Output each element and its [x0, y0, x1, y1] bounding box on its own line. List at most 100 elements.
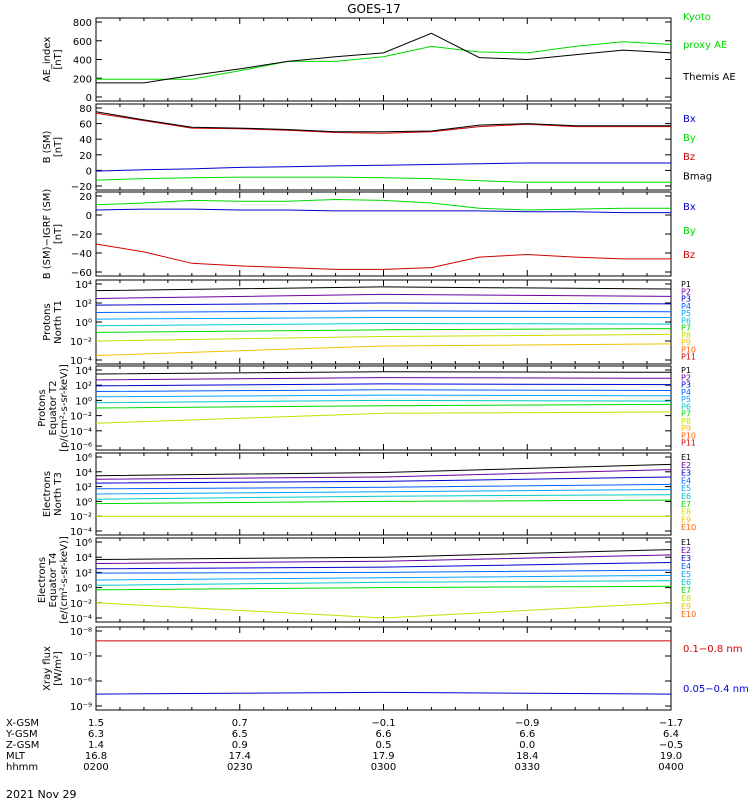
- legend-item: E3: [681, 554, 691, 563]
- y-axis-label: Electrons: [42, 471, 53, 517]
- series-line: [95, 310, 672, 313]
- legend-item: E1: [681, 453, 691, 462]
- legend-item: E8: [681, 594, 691, 603]
- x-row-value: 6.5: [232, 729, 248, 740]
- y-tick-label: 10⁻⁶: [70, 442, 92, 453]
- series-line: [95, 112, 671, 134]
- x-row-value: 0200: [83, 762, 108, 773]
- series-line: [95, 333, 672, 342]
- x-row-label: X-GSM: [6, 718, 39, 729]
- legend-item: 0.05−0.4 nm: [683, 684, 749, 695]
- legend-item: P8: [681, 417, 691, 426]
- legend-item: Bx: [683, 114, 696, 125]
- series-line: [95, 569, 672, 574]
- series-line: [95, 302, 672, 306]
- x-row-value: 17.4: [229, 751, 251, 762]
- legend-item: E6: [681, 492, 691, 501]
- y-tick-label: 10⁰: [75, 318, 92, 329]
- series-group: [95, 111, 671, 183]
- legend-item: E2: [681, 461, 691, 470]
- legend-item: Bmag: [683, 171, 712, 182]
- series-line: [95, 463, 672, 477]
- series-line: [95, 322, 672, 327]
- legend-item: E7: [681, 586, 691, 595]
- y-tick-label: 10²: [75, 568, 92, 579]
- panel-ee: 10⁶ 10⁴ 10² 10⁰ 10⁻² 10⁻⁴ Electrons Equator T4[…: [37, 536, 696, 625]
- y-axis-label: Xray flux: [42, 646, 53, 691]
- y-tick-label: 10⁴: [75, 553, 92, 564]
- series-line: [96, 41, 672, 80]
- series-group: [95, 463, 672, 517]
- legend-item: P9: [681, 424, 691, 433]
- y-tick-label: 80: [79, 104, 92, 115]
- x-row-value: 0.9: [232, 740, 248, 751]
- panel-frame: [95, 103, 672, 191]
- y-axis-label: [p/(cm²-s-sr-keV)]: [59, 364, 70, 452]
- figure-title: GOES-17: [347, 2, 401, 16]
- x-row-value: 19.0: [660, 751, 682, 762]
- legend-item: P7: [681, 410, 691, 419]
- series-line: [95, 377, 672, 381]
- legend-item: E3: [681, 469, 691, 478]
- x-row-value: −0.1: [371, 718, 395, 729]
- series-line: [95, 469, 672, 480]
- series-line: [95, 243, 671, 270]
- series-group: [95, 198, 671, 270]
- x-row-label: hhmm: [6, 762, 38, 773]
- panel-b: 80 60 40 20 0 −20 B (SM) [nT] Bx By Bz Bmag: [42, 103, 712, 193]
- x-row-value: 0.5: [376, 740, 392, 751]
- panel-bigrf: 20 0 −20 −40 −60 B (SM)−IGRF (SM) [nT] Bx By Bz: [42, 189, 696, 280]
- legend-item: P10: [681, 431, 696, 440]
- y-tick-label: −60: [71, 268, 92, 279]
- y-tick-label: 10⁻⁸: [70, 627, 92, 638]
- panel-frame: [95, 365, 672, 451]
- legend-item: P2: [681, 287, 691, 296]
- legend-item: E2: [681, 546, 691, 555]
- legend-item: Themis AE: [682, 72, 736, 83]
- legend-item: E5: [681, 570, 691, 579]
- series-line: [95, 162, 671, 172]
- x-row-value: 0230: [227, 762, 252, 773]
- y-axis-label: B (SM): [42, 130, 53, 163]
- legend-item: E5: [681, 484, 691, 493]
- y-tick-label: 20: [79, 151, 92, 162]
- legend-item: P8: [681, 331, 691, 340]
- series-line: [95, 176, 671, 183]
- y-tick-label: 0: [86, 166, 92, 177]
- x-row-value: 6.6: [519, 729, 535, 740]
- series-line: [95, 549, 672, 560]
- y-tick-label: 10²: [75, 299, 92, 310]
- y-axis-label: Protons: [37, 389, 48, 426]
- legend-item: P1: [681, 366, 691, 375]
- legend-item: E1: [681, 538, 691, 547]
- legend-item: P5: [681, 309, 691, 318]
- y-tick-label: 10⁴: [75, 468, 92, 479]
- series-group: [95, 371, 672, 424]
- x-row-label: MLT: [6, 751, 26, 762]
- series-group: [96, 32, 672, 84]
- legend-item: P4: [681, 388, 691, 397]
- panel-frame: [95, 17, 672, 102]
- y-axis-label: [e/(cm²-s-sr-keV)]: [59, 536, 70, 624]
- y-tick-label: 10⁻⁷: [70, 652, 92, 663]
- y-tick-label: 10⁻²: [70, 599, 92, 610]
- x-row-value: 0300: [371, 762, 396, 773]
- x-row-value: −1.7: [659, 718, 683, 729]
- series-line: [95, 499, 672, 505]
- series-line: [95, 691, 672, 695]
- y-axis-label: [W/m²]: [53, 651, 64, 686]
- legend: Bx By Bz: [683, 202, 696, 261]
- y-axis-label: Equator T4: [48, 553, 59, 608]
- series-line: [95, 585, 672, 591]
- y-tick-label: 40: [79, 135, 92, 146]
- x-row-value: 6.6: [376, 729, 392, 740]
- y-tick-label: 10⁶: [75, 453, 92, 464]
- y-tick-label: 10⁻⁶: [70, 677, 92, 688]
- y-tick-label: 0: [86, 93, 92, 104]
- y-axis-label: [nT]: [53, 49, 64, 69]
- legend-item: P7: [681, 324, 691, 333]
- panel-frame: [95, 626, 672, 711]
